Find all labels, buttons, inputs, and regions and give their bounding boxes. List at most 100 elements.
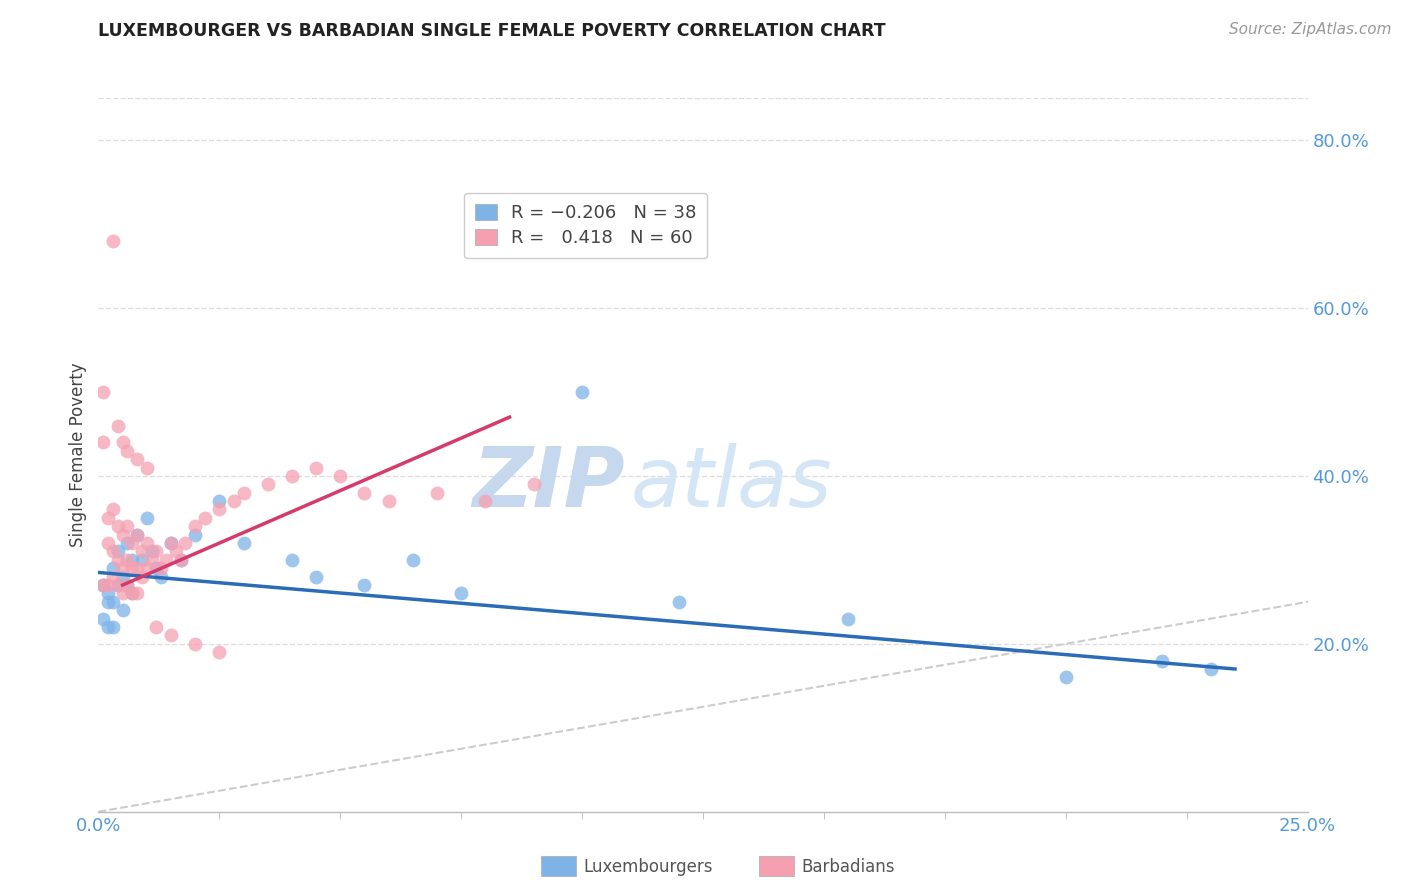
- Point: [169, 553, 191, 567]
- Point: [101, 595, 124, 609]
- Point: [353, 578, 375, 592]
- Point: [131, 544, 153, 558]
- Point: [208, 645, 231, 659]
- Point: [97, 620, 120, 634]
- Point: [127, 527, 149, 541]
- Point: [184, 519, 207, 533]
- Point: [837, 612, 859, 626]
- Point: [208, 494, 231, 508]
- Point: [256, 477, 278, 491]
- Point: [101, 502, 124, 516]
- Point: [160, 536, 183, 550]
- Point: [117, 519, 139, 533]
- Point: [160, 536, 183, 550]
- Point: [97, 578, 120, 592]
- Point: [150, 561, 173, 575]
- Point: [1054, 670, 1077, 684]
- Point: [305, 460, 328, 475]
- Point: [117, 553, 139, 567]
- Point: [101, 234, 124, 248]
- Point: [97, 511, 120, 525]
- Point: [121, 536, 143, 550]
- Point: [208, 502, 231, 516]
- Point: [329, 469, 352, 483]
- Point: [101, 544, 124, 558]
- Point: [145, 544, 167, 558]
- Text: atlas: atlas: [630, 443, 832, 524]
- Point: [111, 569, 134, 583]
- Point: [117, 536, 139, 550]
- Point: [426, 485, 449, 500]
- Point: [141, 553, 163, 567]
- Point: [194, 511, 217, 525]
- Point: [281, 469, 304, 483]
- Point: [222, 494, 245, 508]
- Point: [305, 569, 328, 583]
- Point: [97, 586, 120, 600]
- Point: [111, 527, 134, 541]
- Point: [169, 553, 191, 567]
- Point: [141, 544, 163, 558]
- Point: [107, 578, 129, 592]
- Point: [107, 519, 129, 533]
- Point: [474, 494, 496, 508]
- Point: [91, 384, 114, 399]
- Point: [117, 443, 139, 458]
- Point: [111, 561, 134, 575]
- Point: [184, 527, 207, 541]
- Text: ZIP: ZIP: [472, 443, 624, 524]
- Point: [135, 511, 157, 525]
- Point: [127, 452, 149, 467]
- Text: Barbadians: Barbadians: [801, 858, 896, 876]
- Point: [131, 553, 153, 567]
- Y-axis label: Single Female Poverty: Single Female Poverty: [69, 363, 87, 547]
- Point: [232, 485, 254, 500]
- Point: [111, 603, 134, 617]
- Point: [523, 477, 546, 491]
- Point: [450, 586, 472, 600]
- Point: [377, 494, 399, 508]
- Point: [97, 536, 120, 550]
- Point: [107, 418, 129, 433]
- Text: LUXEMBOURGER VS BARBADIAN SINGLE FEMALE POVERTY CORRELATION CHART: LUXEMBOURGER VS BARBADIAN SINGLE FEMALE …: [98, 22, 886, 40]
- Point: [131, 569, 153, 583]
- Point: [111, 586, 134, 600]
- Point: [121, 586, 143, 600]
- Point: [155, 553, 177, 567]
- Point: [121, 553, 143, 567]
- Point: [101, 620, 124, 634]
- Point: [135, 536, 157, 550]
- Text: Source: ZipAtlas.com: Source: ZipAtlas.com: [1229, 22, 1392, 37]
- Point: [91, 435, 114, 450]
- Point: [107, 544, 129, 558]
- Point: [107, 553, 129, 567]
- Point: [160, 628, 183, 642]
- Point: [165, 544, 187, 558]
- Point: [107, 578, 129, 592]
- Point: [127, 586, 149, 600]
- Point: [91, 578, 114, 592]
- Point: [111, 435, 134, 450]
- Point: [117, 578, 139, 592]
- Point: [97, 595, 120, 609]
- Point: [1199, 662, 1222, 676]
- Point: [135, 561, 157, 575]
- Point: [145, 620, 167, 634]
- Point: [117, 578, 139, 592]
- Point: [232, 536, 254, 550]
- Point: [353, 485, 375, 500]
- Point: [281, 553, 304, 567]
- Point: [127, 527, 149, 541]
- Text: Luxembourgers: Luxembourgers: [583, 858, 713, 876]
- Point: [402, 553, 425, 567]
- Point: [121, 586, 143, 600]
- Point: [571, 384, 593, 399]
- Point: [668, 595, 690, 609]
- Point: [150, 569, 173, 583]
- Point: [127, 561, 149, 575]
- Point: [145, 561, 167, 575]
- Point: [135, 460, 157, 475]
- Point: [91, 612, 114, 626]
- Point: [101, 569, 124, 583]
- Point: [91, 578, 114, 592]
